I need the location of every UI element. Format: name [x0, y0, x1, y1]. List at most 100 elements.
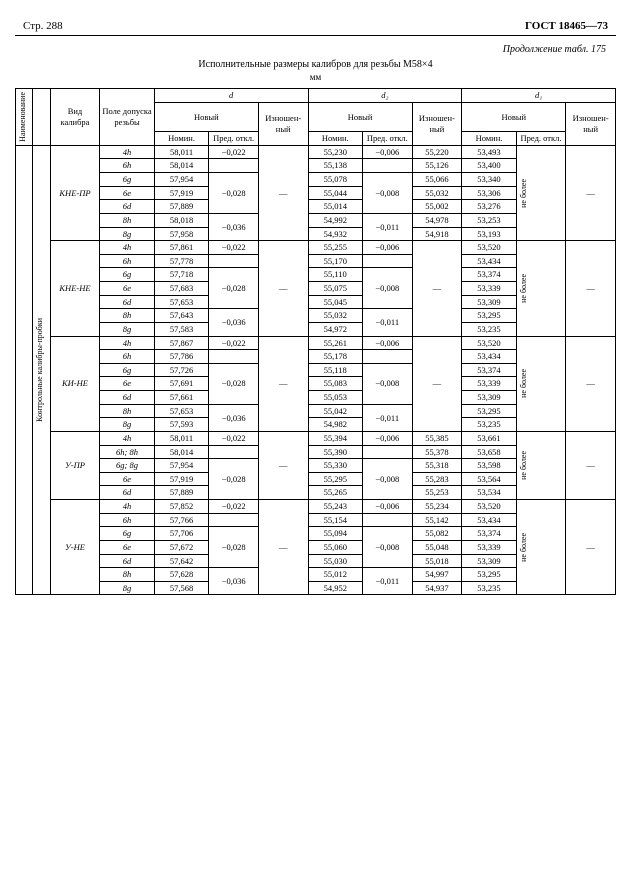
d-nom: 57,766	[154, 513, 209, 527]
d2-dev: −0,008	[363, 527, 413, 568]
tolerance-field: 8h	[100, 309, 155, 323]
vert-category: Контрольные калибры-пробки	[33, 145, 50, 595]
d-dev: −0,028	[209, 459, 259, 500]
tolerance-field: 4h	[100, 145, 155, 159]
d-dev: −0,022	[209, 431, 259, 445]
d2-nom: 55,178	[308, 350, 363, 364]
hdr-d-dev: Пред. откл.	[209, 132, 259, 146]
hdr-d: d	[154, 89, 308, 103]
d1-worn: —	[566, 431, 616, 499]
tolerance-field: 6d	[100, 554, 155, 568]
d2-worn: 55,283	[412, 472, 462, 486]
d-dev: −0,036	[209, 213, 259, 240]
d-dev: −0,036	[209, 404, 259, 431]
d2-nom: 55,330	[308, 459, 363, 473]
hdr-d1-nom: Номин.	[462, 132, 517, 146]
d-nom: 58,011	[154, 145, 209, 159]
d-worn: —	[258, 145, 308, 240]
d-worn: —	[258, 431, 308, 499]
d1-nom: 53,295	[462, 568, 517, 582]
table-head: Наименование Вид калибра Поле допуска ре…	[16, 89, 616, 146]
d-nom: 57,954	[154, 459, 209, 473]
d-dev	[209, 350, 259, 364]
d2-worn: 55,378	[412, 445, 462, 459]
d1-worn: —	[566, 336, 616, 431]
tolerance-field: 6g	[100, 173, 155, 187]
d2-worn: 55,220	[412, 145, 462, 159]
table-row: Контрольные калибры-пробкиКНЕ-ПР4h58,011…	[16, 145, 616, 159]
d1-nom: 53,309	[462, 295, 517, 309]
table-row: КНЕ-НЕ4h57,861−0,022—55,255−0,006—53,520…	[16, 241, 616, 255]
d2-nom: 55,060	[308, 540, 363, 554]
tolerance-field: 8g	[100, 322, 155, 336]
tolerance-field: 4h	[100, 500, 155, 514]
d2-worn: 55,142	[412, 513, 462, 527]
tolerance-field: 6g	[100, 268, 155, 282]
d-worn: —	[258, 241, 308, 336]
d1-worn: —	[566, 241, 616, 336]
d2-dev: −0,008	[363, 268, 413, 309]
vert-naming	[16, 145, 33, 595]
d1-nom: 53,235	[462, 322, 517, 336]
hdr-naming: Наименование	[16, 89, 33, 146]
d-nom: 57,568	[154, 581, 209, 595]
d-dev	[209, 254, 259, 268]
d-nom: 58,018	[154, 213, 209, 227]
d1-nom: 53,309	[462, 554, 517, 568]
gauge-kind: У-НЕ	[50, 500, 100, 595]
d2-nom: 55,110	[308, 268, 363, 282]
d-dev: −0,022	[209, 241, 259, 255]
d1-nom: 53,295	[462, 404, 517, 418]
d-nom: 57,628	[154, 568, 209, 582]
d1-nom: 53,374	[462, 363, 517, 377]
d-nom: 57,653	[154, 404, 209, 418]
d1-nom: 53,309	[462, 391, 517, 405]
page-number: Стр. 288	[23, 20, 63, 32]
d-dev: −0,022	[209, 336, 259, 350]
d-nom: 57,661	[154, 391, 209, 405]
d2-nom: 55,044	[308, 186, 363, 200]
tolerance-field: 6d	[100, 486, 155, 500]
tolerance-field: 8h	[100, 213, 155, 227]
d2-nom: 55,045	[308, 295, 363, 309]
tolerance-field: 6g; 8g	[100, 459, 155, 473]
d1-nom: 53,339	[462, 377, 517, 391]
hdr-d1-dev: Пред. откл.	[516, 132, 566, 146]
hdr-d2-dev: Пред. откл.	[363, 132, 413, 146]
d2-worn: —	[412, 241, 462, 336]
hdr-d-worn: Изношен- ный	[258, 102, 308, 145]
d2-nom: 54,982	[308, 418, 363, 432]
d2-dev: −0,011	[363, 404, 413, 431]
d1-worn: —	[566, 145, 616, 240]
d2-nom: 55,230	[308, 145, 363, 159]
hdr-d1-worn: Изношен- ный	[566, 102, 616, 145]
d2-nom: 55,078	[308, 173, 363, 187]
tolerance-field: 6h	[100, 159, 155, 173]
d-nom: 57,706	[154, 527, 209, 541]
d-nom: 57,726	[154, 363, 209, 377]
d2-nom: 55,042	[308, 404, 363, 418]
d-nom: 57,593	[154, 418, 209, 432]
d1-dev: не более	[516, 336, 566, 431]
d1-nom: 53,564	[462, 472, 517, 486]
d2-dev	[363, 513, 413, 527]
gauge-kind: КНЕ-ПР	[50, 145, 100, 240]
tolerance-field: 6e	[100, 186, 155, 200]
table-row: У-НЕ4h57,852−0,022—55,243−0,00655,23453,…	[16, 500, 616, 514]
d2-nom: 55,170	[308, 254, 363, 268]
d1-dev: не более	[516, 241, 566, 336]
d-nom: 57,642	[154, 554, 209, 568]
d2-dev: −0,006	[363, 145, 413, 159]
d2-nom: 55,030	[308, 554, 363, 568]
d-nom: 57,718	[154, 268, 209, 282]
hdr-d1-new: Новый	[462, 102, 566, 132]
tolerance-field: 8g	[100, 581, 155, 595]
d1-nom: 53,235	[462, 418, 517, 432]
d2-nom: 54,952	[308, 581, 363, 595]
d-dev: −0,028	[209, 527, 259, 568]
d1-nom: 53,661	[462, 431, 517, 445]
d2-nom: 55,083	[308, 377, 363, 391]
d2-nom: 55,295	[308, 472, 363, 486]
d2-nom: 55,012	[308, 568, 363, 582]
d-dev: −0,028	[209, 268, 259, 309]
